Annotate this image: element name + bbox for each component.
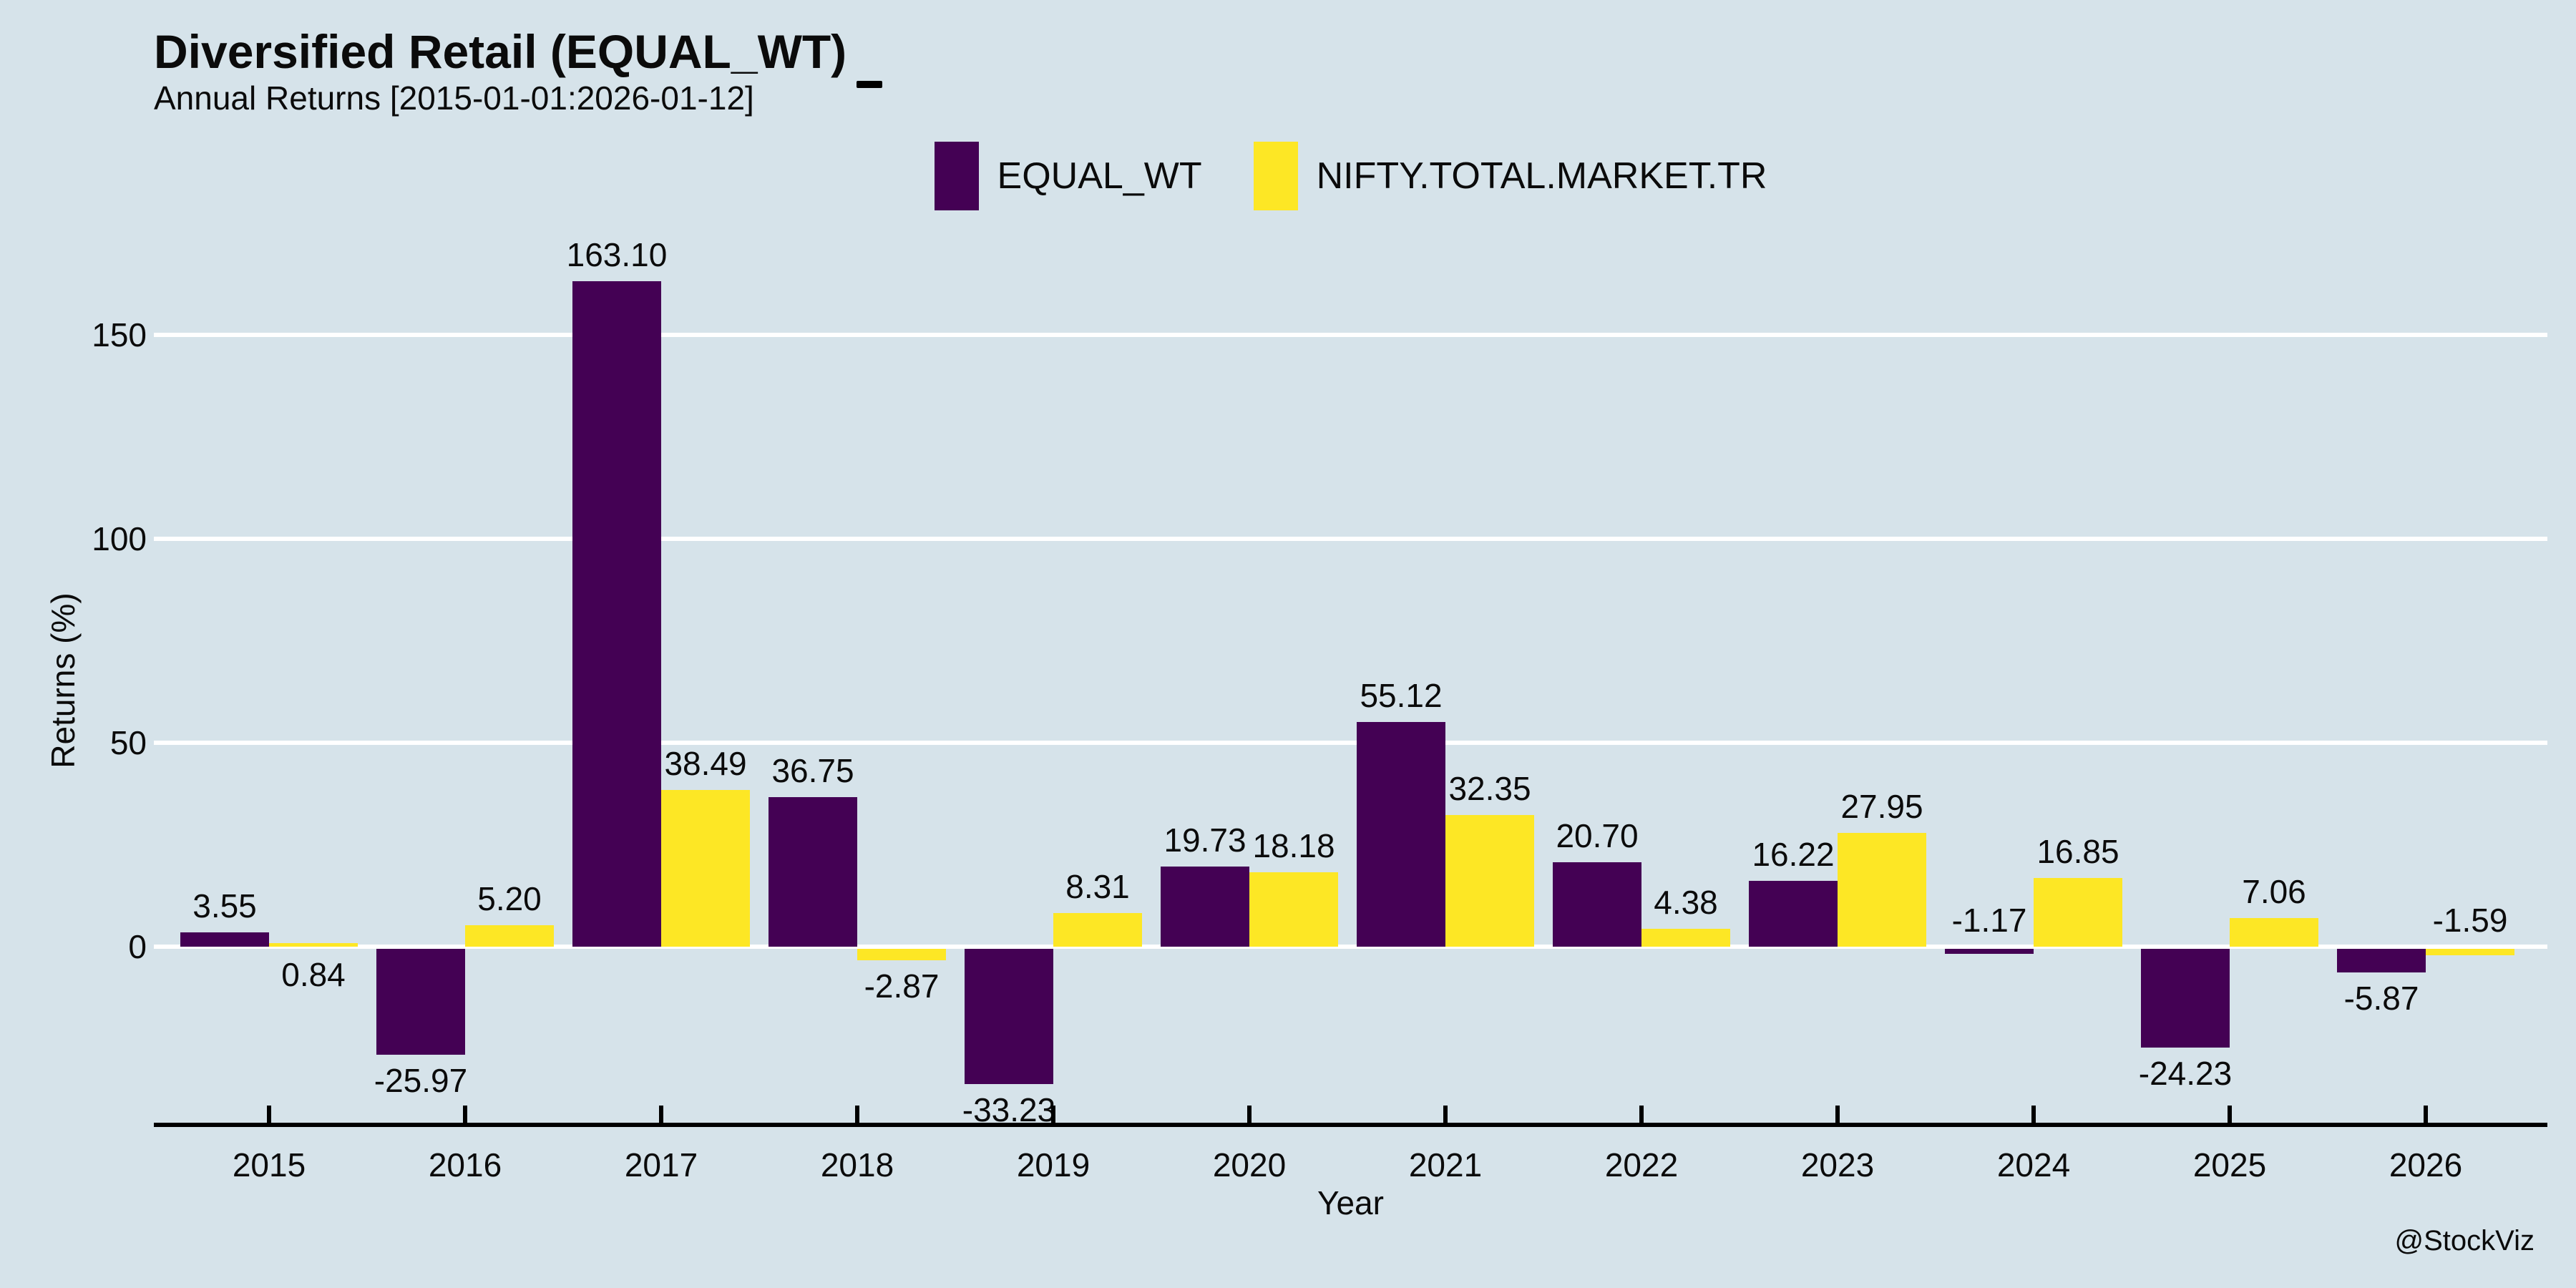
bar-nifty-total-market-tr-2016: [465, 925, 554, 947]
x-axis-line: [154, 1123, 2547, 1127]
bar-nifty-total-market-tr-2019: [1053, 912, 1142, 947]
bar-equal-wt-2023: [1749, 880, 1838, 947]
bar-equal-wt-2017: [572, 281, 661, 947]
chart-title: Diversified Retail (EQUAL_WT): [154, 25, 847, 78]
bar-nifty-total-market-tr-2025: [2230, 917, 2318, 947]
bar-value-label-nifty-total-market-tr-2025: 7.06: [2242, 872, 2306, 910]
bar-value-label-nifty-total-market-tr-2018: -2.87: [864, 967, 940, 1005]
bar-value-label-equal-wt-2016: -25.97: [374, 1062, 468, 1100]
bar-value-label-nifty-total-market-tr-2017: 38.49: [664, 744, 747, 782]
bar-value-label-nifty-total-market-tr-2016: 5.20: [477, 880, 542, 918]
bar-equal-wt-2024: [1945, 949, 2034, 954]
x-tick-label-2022: 2022: [1604, 1146, 1679, 1184]
x-tick-mark-2024: [2031, 1106, 2036, 1124]
bar-value-label-equal-wt-2015: 3.55: [192, 887, 257, 924]
y-tick-label-50: 50: [109, 724, 147, 761]
bar-value-label-nifty-total-market-tr-2026: -1.59: [2432, 902, 2508, 939]
bar-nifty-total-market-tr-2023: [1838, 832, 1926, 947]
bar-value-label-equal-wt-2024: -1.17: [1951, 902, 2027, 939]
bar-value-label-equal-wt-2017: 163.10: [566, 236, 668, 274]
gridline-150: [154, 333, 2547, 337]
bar-nifty-total-market-tr-2021: [1445, 814, 1534, 947]
bar-equal-wt-2016: [376, 949, 465, 1055]
bar-nifty-total-market-tr-2026: [2426, 949, 2514, 956]
x-tick-label-2016: 2016: [428, 1146, 502, 1184]
bar-value-label-equal-wt-2026: -5.87: [2343, 980, 2419, 1018]
x-tick-label-2015: 2015: [232, 1146, 306, 1184]
x-tick-mark-2019: [1051, 1106, 1055, 1124]
x-axis-label: Year: [1317, 1184, 1384, 1221]
bar-equal-wt-2018: [769, 796, 857, 947]
x-tick-mark-2023: [1835, 1106, 1840, 1124]
legend-item-equal-wt: EQUAL_WT: [934, 142, 1202, 210]
bar-nifty-total-market-tr-2020: [1249, 872, 1338, 947]
bar-value-label-equal-wt-2018: 36.75: [771, 751, 854, 789]
bar-value-label-nifty-total-market-tr-2019: 8.31: [1065, 867, 1130, 905]
bar-value-label-equal-wt-2023: 16.22: [1752, 835, 1835, 873]
gridline-50: [154, 741, 2547, 745]
x-tick-label-2025: 2025: [2192, 1146, 2267, 1184]
bar-value-label-equal-wt-2020: 19.73: [1163, 821, 1246, 859]
x-tick-label-2024: 2024: [1996, 1146, 2071, 1184]
bar-nifty-total-market-tr-2018: [857, 949, 946, 961]
gridline-0: [154, 945, 2547, 949]
bar-equal-wt-2019: [965, 949, 1053, 1085]
x-tick-label-2021: 2021: [1408, 1146, 1483, 1184]
x-tick-label-2017: 2017: [624, 1146, 698, 1184]
bar-value-label-equal-wt-2022: 20.70: [1556, 817, 1639, 854]
x-tick-label-2023: 2023: [1800, 1146, 1875, 1184]
x-tick-label-2026: 2026: [2389, 1146, 2463, 1184]
bar-equal-wt-2026: [2337, 949, 2426, 973]
legend: EQUAL_WT NIFTY.TOTAL.MARKET.TR: [154, 142, 2547, 210]
legend-swatch-nifty-total-market-tr: [1253, 142, 1298, 210]
bar-nifty-total-market-tr-2015: [269, 943, 358, 947]
gridline-100: [154, 537, 2547, 541]
x-tick-mark-2018: [855, 1106, 859, 1124]
bar-nifty-total-market-tr-2017: [661, 789, 750, 947]
bar-value-label-nifty-total-market-tr-2020: 18.18: [1252, 827, 1335, 865]
y-tick-label-150: 150: [92, 316, 147, 353]
x-tick-mark-2021: [1443, 1106, 1448, 1124]
legend-label-nifty-total-market-tr: NIFTY.TOTAL.MARKET.TR: [1316, 155, 1767, 197]
x-tick-label-2020: 2020: [1212, 1146, 1287, 1184]
bar-equal-wt-2021: [1357, 721, 1445, 947]
bar-value-label-equal-wt-2021: 55.12: [1360, 676, 1443, 714]
legend-swatch-equal-wt: [934, 142, 979, 210]
bar-equal-wt-2022: [1553, 862, 1641, 947]
watermark-stockviz: @StockViz: [2394, 1225, 2535, 1257]
bar-value-label-nifty-total-market-tr-2015: 0.84: [281, 956, 346, 993]
x-tick-mark-2022: [1639, 1106, 1644, 1124]
bar-equal-wt-2025: [2141, 949, 2230, 1048]
subtitle-dash-mark: [857, 81, 882, 88]
bar-value-label-nifty-total-market-tr-2023: 27.95: [1840, 787, 1923, 825]
bar-equal-wt-2015: [180, 932, 269, 947]
x-tick-mark-2017: [659, 1106, 663, 1124]
bar-equal-wt-2020: [1161, 866, 1249, 947]
x-tick-mark-2025: [2228, 1106, 2232, 1124]
x-tick-label-2019: 2019: [1016, 1146, 1091, 1184]
x-tick-mark-2016: [463, 1106, 467, 1124]
x-tick-mark-2015: [267, 1106, 271, 1124]
x-tick-mark-2020: [1247, 1106, 1252, 1124]
x-tick-label-2018: 2018: [820, 1146, 894, 1184]
bar-value-label-nifty-total-market-tr-2024: 16.85: [2036, 832, 2119, 870]
legend-label-equal-wt: EQUAL_WT: [997, 155, 1202, 197]
legend-item-nifty-total-market-tr: NIFTY.TOTAL.MARKET.TR: [1253, 142, 1767, 210]
y-tick-label-100: 100: [92, 520, 147, 557]
bar-nifty-total-market-tr-2024: [2034, 877, 2122, 947]
bar-value-label-nifty-total-market-tr-2021: 32.35: [1448, 769, 1531, 807]
y-tick-label-0: 0: [128, 928, 147, 965]
bar-value-label-nifty-total-market-tr-2022: 4.38: [1654, 884, 1718, 922]
chart-subtitle: Annual Returns [2015-01-01:2026-01-12]: [154, 79, 754, 117]
bar-value-label-equal-wt-2025: -24.23: [2138, 1055, 2233, 1093]
bar-nifty-total-market-tr-2022: [1641, 929, 1730, 947]
bar-value-label-equal-wt-2019: -33.23: [962, 1091, 1056, 1129]
x-tick-mark-2026: [2424, 1106, 2428, 1124]
